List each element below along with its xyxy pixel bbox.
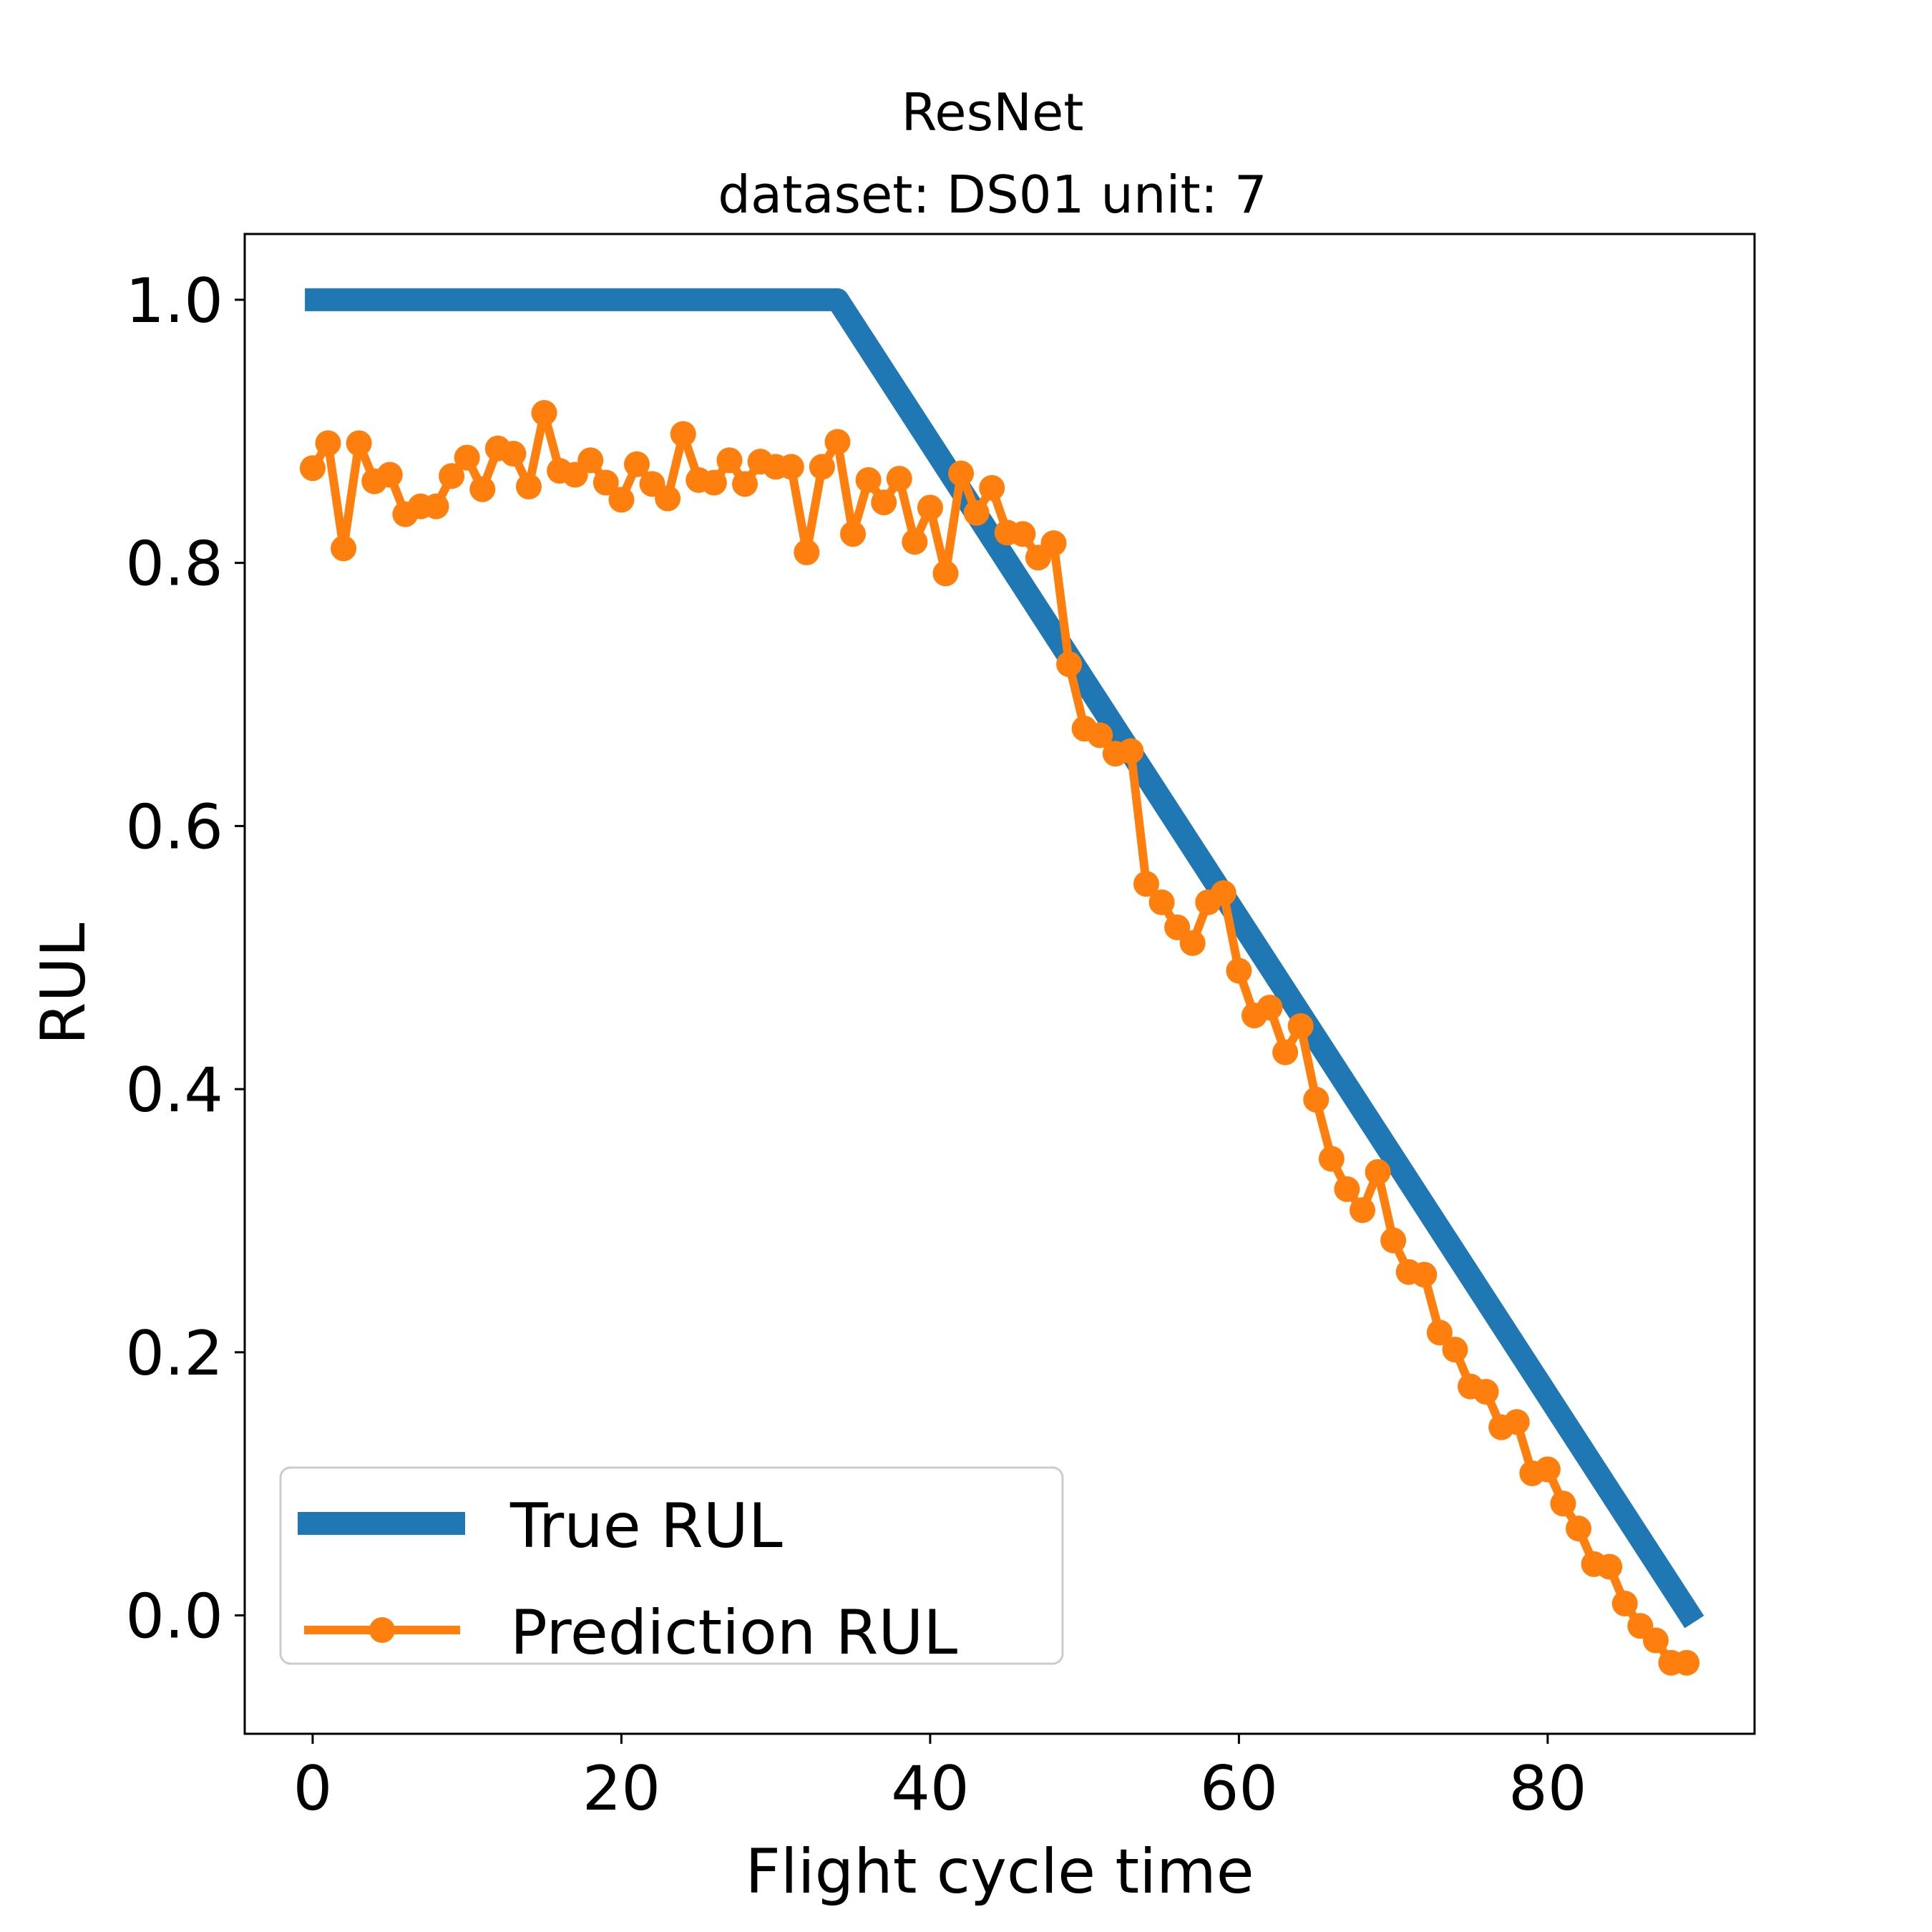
prediction-rul-point xyxy=(1380,1227,1407,1254)
prediction-rul-point xyxy=(902,529,928,555)
prediction-rul-point xyxy=(840,521,867,547)
prediction-rul-point xyxy=(979,474,1005,501)
prediction-rul-point xyxy=(1210,880,1236,907)
prediction-rul-point xyxy=(778,454,804,480)
prediction-rul-point xyxy=(1503,1409,1530,1435)
prediction-rul-point xyxy=(655,485,681,512)
legend: True RUL Prediction RUL xyxy=(279,1466,1064,1669)
x-tick-label: 80 xyxy=(1508,1753,1586,1825)
prediction-rul-point xyxy=(1056,651,1083,678)
prediction-rul-point xyxy=(577,447,604,474)
prediction-rul-point xyxy=(423,493,449,519)
y-tick-label: 0.2 xyxy=(125,1318,223,1390)
prediction-rul-point xyxy=(515,474,542,500)
prediction-rul-point xyxy=(1442,1337,1468,1363)
prediction-rul-point xyxy=(794,539,820,565)
prediction-rul-point xyxy=(1179,930,1206,957)
prediction-rul-point xyxy=(732,471,758,497)
x-tick-label: 20 xyxy=(582,1753,660,1825)
prediction-rul-point xyxy=(948,460,975,487)
x-tick-label: 60 xyxy=(1200,1753,1278,1825)
prediction-rul-point xyxy=(1534,1456,1561,1483)
prediction-rul-point xyxy=(1473,1378,1499,1405)
prediction-rul-point xyxy=(376,462,403,488)
prediction-rul-point xyxy=(871,489,897,516)
prediction-rul-point xyxy=(623,451,650,477)
prediction-rul-point xyxy=(1303,1086,1330,1113)
prediction-rul-point xyxy=(1642,1627,1669,1654)
plot-frame xyxy=(243,233,1756,1735)
x-tick-label: 0 xyxy=(293,1753,333,1825)
prediction-rul-point xyxy=(608,487,635,513)
prediction-rul-point xyxy=(701,469,727,496)
y-tick-label: 0.8 xyxy=(125,529,223,600)
prediction-rul-point xyxy=(716,447,743,474)
prediction-rul-point xyxy=(1272,1039,1299,1065)
prediction-rul-point xyxy=(299,455,326,482)
prediction-rul-point xyxy=(1010,521,1036,547)
legend-box xyxy=(279,1466,1064,1665)
prediction-rul-point xyxy=(886,465,912,492)
prediction-rul-point xyxy=(331,535,357,562)
y-tick-label: 0.4 xyxy=(125,1055,223,1126)
prediction-rul-point xyxy=(592,469,619,496)
prediction-rul-point xyxy=(1148,889,1175,916)
y-axis-label: RUL xyxy=(28,923,99,1045)
y-tick-label: 0.6 xyxy=(125,791,223,863)
prediction-rul-point xyxy=(1334,1176,1360,1202)
prediction-rul-point xyxy=(315,430,341,457)
prediction-rul-point xyxy=(1118,738,1144,764)
prediction-rul-point xyxy=(963,499,990,526)
prediction-rul-point xyxy=(1133,871,1159,897)
prediction-rul-point xyxy=(855,467,882,493)
prediction-rul-point xyxy=(1287,1013,1314,1039)
prediction-rul-point xyxy=(1411,1262,1438,1288)
x-axis-label: Flight cycle time xyxy=(745,1836,1254,1908)
prediction-rul-point xyxy=(1426,1319,1453,1346)
chart-title: ResNet xyxy=(902,82,1084,142)
prediction-rul-point xyxy=(670,421,696,447)
prediction-rul-point xyxy=(824,429,851,455)
x-tick-label: 40 xyxy=(891,1753,969,1825)
prediction-rul-point xyxy=(1566,1516,1592,1542)
prediction-rul-point xyxy=(1611,1590,1638,1616)
prediction-rul-point xyxy=(1040,530,1067,557)
prediction-rul-point xyxy=(439,463,465,489)
prediction-rul-point xyxy=(1365,1158,1391,1185)
prediction-rul-point xyxy=(454,444,480,471)
prediction-rul-point xyxy=(1318,1146,1345,1172)
prediction-rul-point xyxy=(1257,995,1283,1021)
prediction-rul-point xyxy=(932,560,959,587)
prediction-rul-point xyxy=(1226,957,1252,984)
true-rul-line xyxy=(305,288,1704,1629)
plot-series xyxy=(299,288,1704,1676)
prediction-rul-point xyxy=(531,400,557,426)
x-axis-ticks: 0 20 40 60 80 xyxy=(293,1734,1587,1825)
chart-subtitle: dataset: DS01 unit: 7 xyxy=(718,165,1267,225)
legend-prediction-rul-marker xyxy=(369,1617,395,1643)
y-tick-label: 1.0 xyxy=(125,265,223,337)
prediction-rul-point xyxy=(1596,1553,1623,1580)
prediction-rul-point xyxy=(1674,1649,1700,1676)
legend-prediction-rul-label: Prediction RUL xyxy=(510,1597,957,1669)
prediction-rul-point xyxy=(917,494,943,521)
prediction-rul-point xyxy=(500,441,527,467)
prediction-rul-point xyxy=(346,430,372,457)
y-tick-label: 0.0 xyxy=(125,1581,223,1653)
y-axis-ticks: 0.0 0.2 0.4 0.6 0.8 1.0 xyxy=(125,265,245,1653)
prediction-rul-point xyxy=(469,476,496,502)
prediction-rul-point xyxy=(1087,722,1113,748)
prediction-rul-point xyxy=(1164,914,1191,940)
prediction-rul-point xyxy=(809,454,835,480)
legend-true-rul-label: True RUL xyxy=(509,1491,783,1562)
prediction-rul-point xyxy=(1350,1197,1376,1224)
prediction-rul-point xyxy=(1550,1491,1576,1517)
